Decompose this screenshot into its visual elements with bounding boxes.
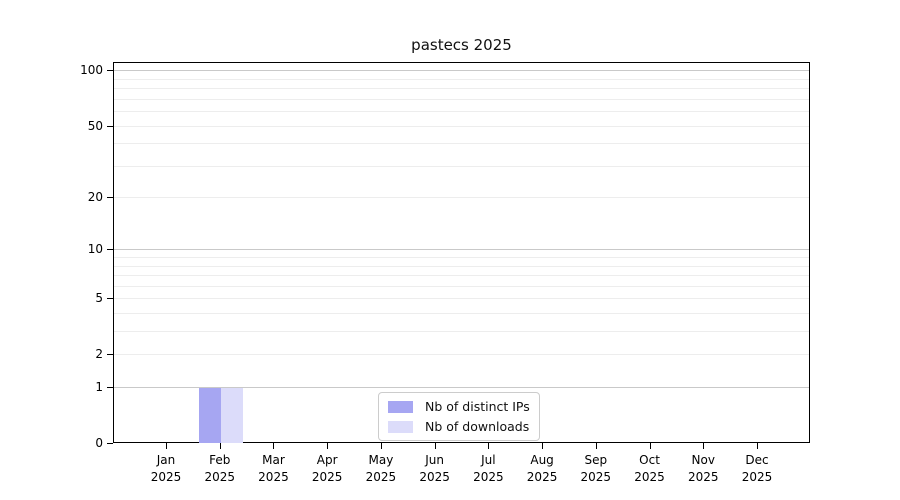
x-tick-dec <box>757 443 758 449</box>
x-tick-month: Jan <box>156 453 176 467</box>
x-tick-year: 2025 <box>150 470 182 484</box>
grid-line-major-10 <box>114 249 809 251</box>
x-tick-month: Jul <box>481 453 496 467</box>
x-tick-label-mar: Mar 2025 <box>243 452 303 486</box>
x-tick-year: 2025 <box>741 470 773 484</box>
grid-line-minor-50 <box>114 125 809 127</box>
x-tick-label-jun: Jun 2025 <box>405 452 465 486</box>
y-tick-label-20: 20 <box>87 190 103 205</box>
grid-line-minor-3 <box>114 331 809 333</box>
x-tick-year: 2025 <box>419 470 450 484</box>
grid-line-minor-2 <box>114 354 809 356</box>
y-tick-label-100: 100 <box>80 63 103 78</box>
bar-nb-of-downloads-feb <box>220 388 243 443</box>
x-tick-year: 2025 <box>634 470 665 484</box>
x-tick-jul <box>488 443 490 449</box>
y-tick-label-10: 10 <box>87 242 103 257</box>
legend-item-distinct-ips: Nb of distinct IPs <box>388 399 530 414</box>
x-tick-nov <box>703 443 705 449</box>
legend-swatch-downloads <box>388 420 413 433</box>
x-tick-year: 2025 <box>204 470 235 484</box>
grid-line-minor-70 <box>114 98 809 100</box>
x-tick-month: Feb <box>209 453 231 467</box>
x-tick-month: Apr <box>316 453 338 467</box>
x-tick-jun <box>434 443 436 449</box>
x-tick-month: Sep <box>584 453 608 467</box>
y-tick-0 <box>107 443 113 444</box>
grid-line-minor-8 <box>114 265 809 267</box>
bar-nb-of-distinct-ips-feb <box>198 388 221 443</box>
legend: Nb of distinct IPs Nb of downloads <box>378 392 540 441</box>
x-tick-label-sep: Sep 2025 <box>566 452 626 486</box>
x-tick-label-jul: Jul 2025 <box>458 452 518 486</box>
x-tick-apr <box>327 443 329 449</box>
x-tick-year: 2025 <box>526 470 558 484</box>
x-tick-jan <box>166 443 167 449</box>
grid-line-minor-6 <box>114 285 809 287</box>
x-tick-feb <box>219 443 221 449</box>
x-tick-may <box>380 443 382 449</box>
legend-item-downloads: Nb of downloads <box>388 419 530 434</box>
x-tick-sep <box>595 443 597 449</box>
y-tick-label-0: 0 <box>95 436 103 450</box>
x-tick-label-apr: Apr 2025 <box>297 452 357 486</box>
y-tick-5 <box>107 298 113 300</box>
plot-area <box>113 62 810 443</box>
x-tick-month: May <box>368 453 394 467</box>
legend-swatch-distinct-ips <box>388 400 413 413</box>
grid-line-minor-4 <box>114 313 809 315</box>
x-tick-month: Aug <box>530 453 554 467</box>
grid-line-minor-60 <box>114 111 809 113</box>
grid-line-minor-20 <box>114 197 809 199</box>
x-tick-year: 2025 <box>580 470 612 484</box>
y-tick-1 <box>107 387 113 389</box>
y-tick-10 <box>107 249 113 251</box>
x-tick-label-dec: Dec 2025 <box>727 452 787 486</box>
x-tick-label-nov: Nov 2025 <box>673 452 733 486</box>
grid-line-major-100 <box>114 70 809 72</box>
y-tick-50 <box>107 125 113 127</box>
legend-label-distinct-ips: Nb of distinct IPs <box>425 399 530 414</box>
grid-line-minor-80 <box>114 88 809 90</box>
x-tick-year: 2025 <box>365 470 397 484</box>
grid-line-minor-30 <box>114 165 809 167</box>
x-tick-oct <box>649 443 651 449</box>
x-tick-year: 2025 <box>473 470 504 484</box>
x-tick-label-oct: Oct 2025 <box>620 452 680 486</box>
grid-line-minor-7 <box>114 275 809 277</box>
grid-line-minor-90 <box>114 78 809 80</box>
grid-line-minor-9 <box>114 257 809 259</box>
x-tick-aug <box>542 443 544 449</box>
y-tick-2 <box>107 354 113 356</box>
x-tick-label-jan: Jan 2025 <box>136 452 196 486</box>
x-tick-year: 2025 <box>311 470 343 484</box>
x-tick-year: 2025 <box>258 470 289 484</box>
x-tick-month: Dec <box>745 453 769 467</box>
y-tick-label-50: 50 <box>87 118 103 133</box>
x-tick-year: 2025 <box>687 470 719 484</box>
x-tick-month: Mar <box>262 453 285 467</box>
legend-label-downloads: Nb of downloads <box>425 419 530 434</box>
x-tick-label-may: May 2025 <box>351 452 411 486</box>
y-tick-label-1: 1 <box>95 380 103 395</box>
x-tick-mar <box>273 443 275 449</box>
y-tick-label-2: 2 <box>95 347 103 362</box>
grid-line-minor-40 <box>114 143 809 145</box>
grid-line-minor-5 <box>114 298 809 300</box>
x-tick-month: Jun <box>425 453 444 467</box>
y-tick-label-5: 5 <box>95 291 103 306</box>
x-tick-label-feb: Feb 2025 <box>190 452 250 486</box>
x-tick-month: Nov <box>691 453 715 467</box>
grid-line-major-1 <box>114 387 809 389</box>
y-tick-100 <box>107 70 113 72</box>
chart-title: pastecs 2025 <box>411 36 512 54</box>
y-tick-20 <box>107 197 113 199</box>
x-tick-month: Oct <box>639 453 660 467</box>
x-tick-label-aug: Aug 2025 <box>512 452 572 486</box>
